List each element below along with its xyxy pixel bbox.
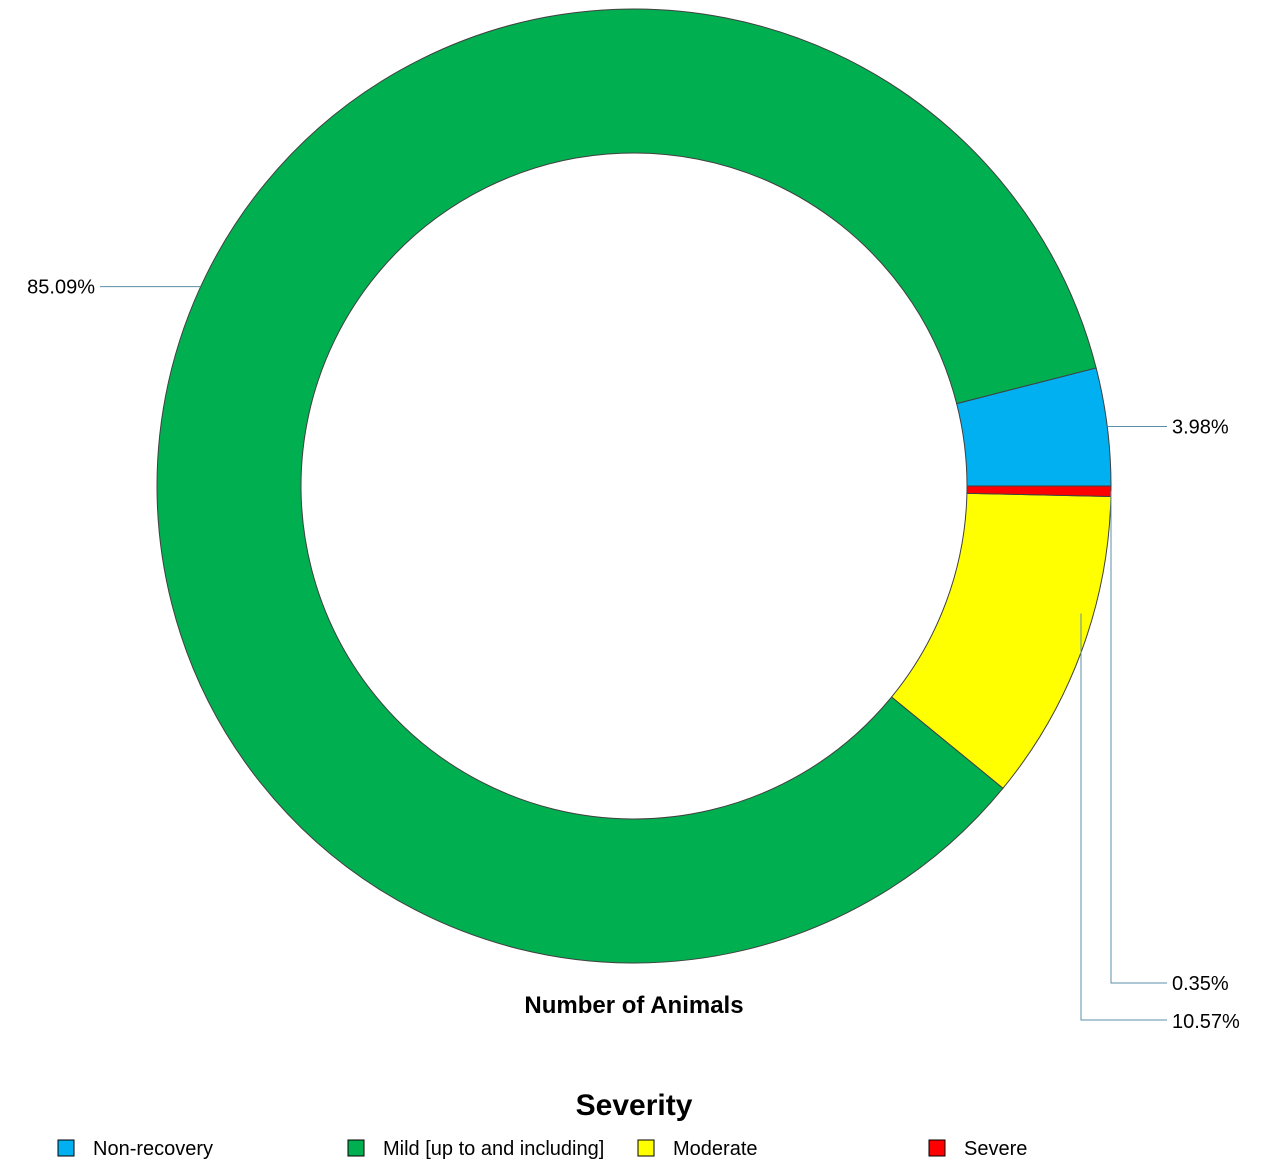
data-label-mild-up-to-and-including: 85.09% bbox=[27, 277, 95, 299]
data-label-severe: 0.35% bbox=[1172, 973, 1229, 995]
legend-title: Severity bbox=[576, 1089, 693, 1122]
legend-label-non-recovery: Non-recovery bbox=[93, 1138, 213, 1160]
legend-swatch-severe bbox=[928, 1139, 946, 1157]
legend-label-mild-up-to-and-including: Mild [up to and including] bbox=[383, 1138, 604, 1160]
legend-swatch-mild-up-to-and-including bbox=[347, 1139, 365, 1157]
chart-title: Number of Animals bbox=[524, 992, 743, 1019]
data-label-non-recovery: 3.98% bbox=[1172, 417, 1229, 439]
legend-label-moderate: Moderate bbox=[673, 1138, 758, 1160]
legend: Non-recovery Mild [up to and including] Mo… bbox=[57, 1138, 1027, 1160]
data-labels: 3.98% 85.09% 0.35% 10.57% bbox=[27, 277, 1240, 1033]
legend-swatch-moderate bbox=[637, 1139, 655, 1157]
legend-swatch-non-recovery bbox=[57, 1139, 75, 1157]
data-label-moderate: 10.57% bbox=[1172, 1011, 1240, 1033]
leader-line-severe bbox=[1110, 490, 1167, 984]
donut-slices bbox=[156, 8, 1112, 964]
leader-lines bbox=[100, 286, 1167, 1021]
slice-mild-up-to-and-including bbox=[156, 8, 1097, 964]
leader-line-moderate bbox=[1080, 613, 1167, 1021]
legend-label-severe: Severe bbox=[964, 1138, 1027, 1160]
